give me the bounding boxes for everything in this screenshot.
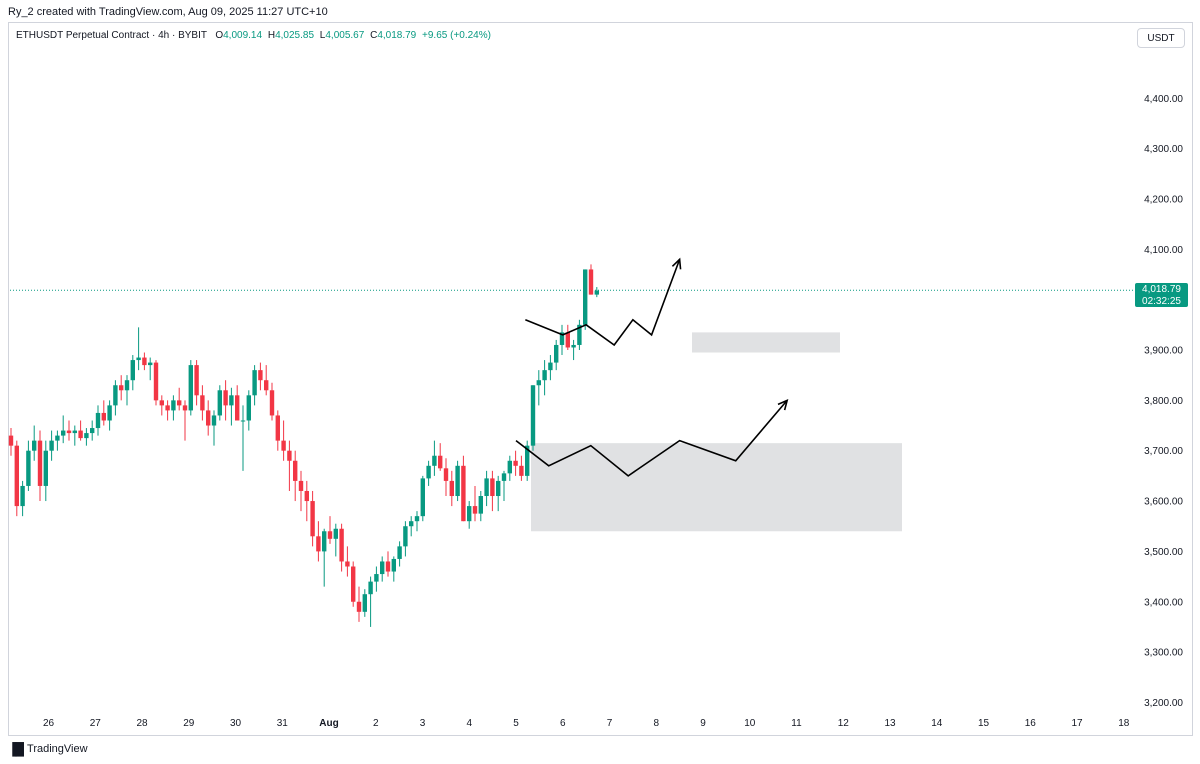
- legend-close-label: C: [370, 30, 378, 41]
- last-price-tag: 4,018.79 02:32:25: [1135, 283, 1188, 307]
- currency-button[interactable]: USDT: [1137, 28, 1185, 48]
- tradingview-logo-icon: ▐█: [8, 742, 24, 756]
- chart-frame[interactable]: [8, 22, 1193, 736]
- last-price-value: 4,018.79: [1142, 284, 1181, 295]
- tradingview-brand-label: TradingView: [27, 743, 88, 755]
- legend-high-label: H: [267, 30, 276, 41]
- legend-close-value: 4,018.79: [377, 30, 417, 41]
- legend-low-label: L: [319, 30, 326, 41]
- legend-open-label: O: [215, 30, 224, 41]
- legend-symbol[interactable]: ETHUSDT Perpetual Contract · 4h · BYBIT: [16, 30, 207, 41]
- legend-change: +9.65 (+0.24%): [422, 30, 491, 41]
- symbol-legend: ETHUSDT Perpetual Contract · 4h · BYBIT …: [16, 30, 494, 41]
- chart-credit: Ry_2 created with TradingView.com, Aug 0…: [8, 6, 328, 18]
- legend-open-value: 4,009.14: [223, 30, 263, 41]
- legend-high-value: 4,025.85: [275, 30, 315, 41]
- candle-countdown: 02:32:25: [1142, 295, 1181, 307]
- legend-low-value: 4,005.67: [325, 30, 365, 41]
- tradingview-logo[interactable]: ▐█ TradingView: [8, 742, 88, 756]
